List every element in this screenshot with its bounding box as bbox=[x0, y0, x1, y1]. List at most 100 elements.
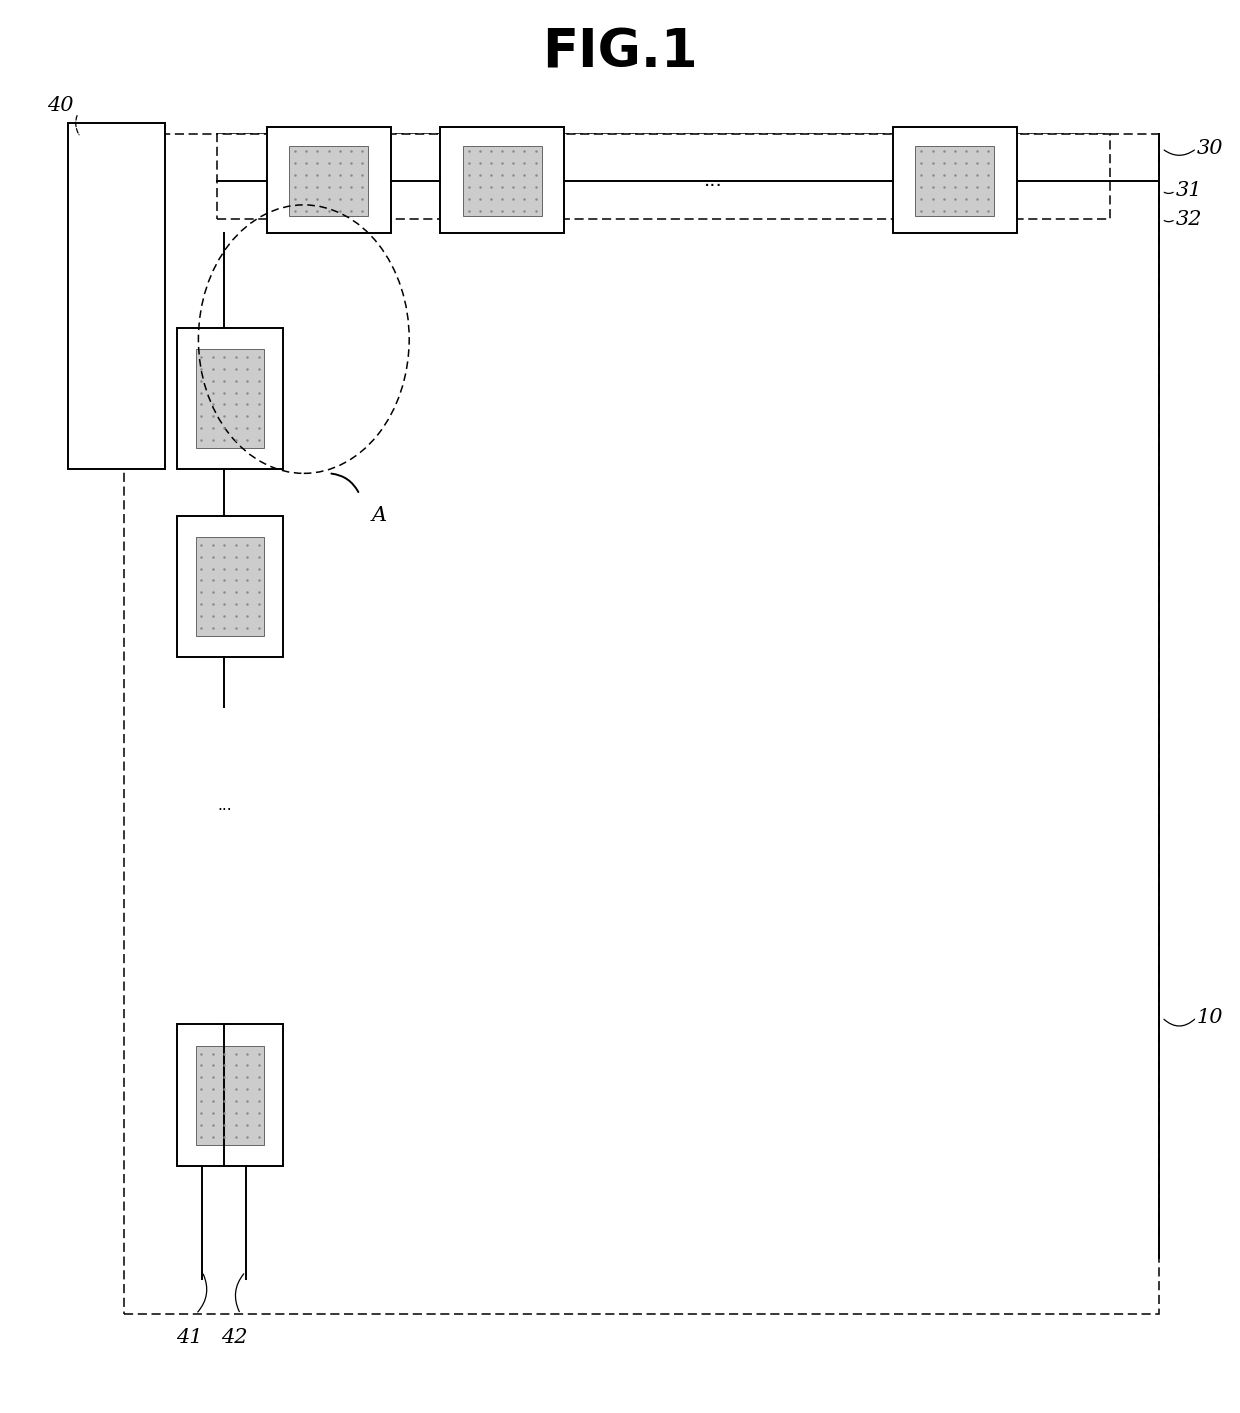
Point bbox=[203, 346, 223, 369]
Point bbox=[481, 199, 501, 222]
Point bbox=[352, 199, 372, 222]
Point bbox=[237, 1089, 257, 1112]
Point bbox=[515, 140, 534, 162]
Point bbox=[341, 140, 361, 162]
Point bbox=[308, 164, 327, 187]
Point bbox=[226, 1078, 246, 1101]
Point bbox=[503, 151, 523, 174]
Bar bbox=[124, 134, 1159, 1314]
Point bbox=[203, 369, 223, 391]
Point bbox=[215, 1043, 234, 1065]
Point bbox=[481, 164, 501, 187]
Point bbox=[285, 151, 305, 174]
Point bbox=[911, 164, 931, 187]
Point bbox=[203, 593, 223, 616]
Point bbox=[285, 175, 305, 198]
Point bbox=[237, 569, 257, 592]
Point bbox=[203, 428, 223, 451]
Text: A: A bbox=[372, 506, 387, 526]
Point bbox=[503, 188, 523, 211]
Point bbox=[237, 545, 257, 568]
Point bbox=[526, 164, 546, 187]
Bar bbox=[196, 349, 264, 448]
Text: 30: 30 bbox=[1197, 138, 1223, 158]
Bar bbox=[289, 146, 368, 216]
Point bbox=[978, 188, 998, 211]
Point bbox=[470, 188, 490, 211]
Point bbox=[934, 175, 954, 198]
Point bbox=[481, 188, 501, 211]
Point bbox=[191, 1043, 211, 1065]
Bar bbox=[440, 127, 564, 233]
Point bbox=[215, 1065, 234, 1088]
Point bbox=[215, 393, 234, 415]
Point bbox=[203, 1102, 223, 1125]
Point bbox=[308, 175, 327, 198]
Point bbox=[191, 428, 211, 451]
Point bbox=[203, 557, 223, 579]
Point bbox=[503, 140, 523, 162]
Point bbox=[203, 1065, 223, 1088]
Point bbox=[226, 1065, 246, 1088]
Point bbox=[249, 605, 269, 627]
Point bbox=[237, 1125, 257, 1147]
Point bbox=[515, 188, 534, 211]
FancyArrowPatch shape bbox=[1164, 150, 1194, 155]
Point bbox=[956, 175, 976, 198]
Point bbox=[226, 605, 246, 627]
Point bbox=[459, 151, 479, 174]
Point bbox=[945, 151, 965, 174]
Point bbox=[967, 151, 987, 174]
Point bbox=[515, 164, 534, 187]
Point bbox=[249, 1043, 269, 1065]
Bar bbox=[177, 328, 283, 469]
Point bbox=[341, 151, 361, 174]
Point bbox=[203, 616, 223, 639]
Point bbox=[956, 140, 976, 162]
Point bbox=[191, 393, 211, 415]
Point bbox=[923, 199, 942, 222]
Point bbox=[237, 428, 257, 451]
Text: 31: 31 bbox=[1176, 181, 1202, 201]
Point bbox=[341, 188, 361, 211]
Point bbox=[515, 199, 534, 222]
Point bbox=[978, 199, 998, 222]
Point bbox=[226, 346, 246, 369]
Point bbox=[481, 151, 501, 174]
Point bbox=[330, 164, 350, 187]
Point bbox=[319, 199, 339, 222]
Point bbox=[249, 428, 269, 451]
Point bbox=[191, 1102, 211, 1125]
Point bbox=[215, 369, 234, 391]
Point bbox=[470, 164, 490, 187]
Point bbox=[934, 151, 954, 174]
Point bbox=[191, 1113, 211, 1136]
Point bbox=[352, 151, 372, 174]
Point bbox=[191, 557, 211, 579]
Point bbox=[249, 382, 269, 404]
Point bbox=[249, 1054, 269, 1077]
Point bbox=[191, 417, 211, 439]
Bar bbox=[267, 127, 391, 233]
Point bbox=[526, 175, 546, 198]
Point bbox=[934, 140, 954, 162]
Point bbox=[515, 151, 534, 174]
Point bbox=[945, 164, 965, 187]
Point bbox=[249, 417, 269, 439]
Point bbox=[967, 140, 987, 162]
Point bbox=[296, 140, 316, 162]
Point bbox=[911, 188, 931, 211]
Point bbox=[249, 346, 269, 369]
FancyArrowPatch shape bbox=[331, 473, 358, 492]
Point bbox=[203, 1078, 223, 1101]
Point bbox=[237, 605, 257, 627]
Point bbox=[492, 175, 512, 198]
Point bbox=[226, 534, 246, 557]
Point bbox=[526, 188, 546, 211]
Point bbox=[226, 569, 246, 592]
Point bbox=[191, 534, 211, 557]
Point bbox=[191, 1054, 211, 1077]
Point bbox=[341, 164, 361, 187]
Point bbox=[203, 1125, 223, 1147]
Point bbox=[249, 393, 269, 415]
